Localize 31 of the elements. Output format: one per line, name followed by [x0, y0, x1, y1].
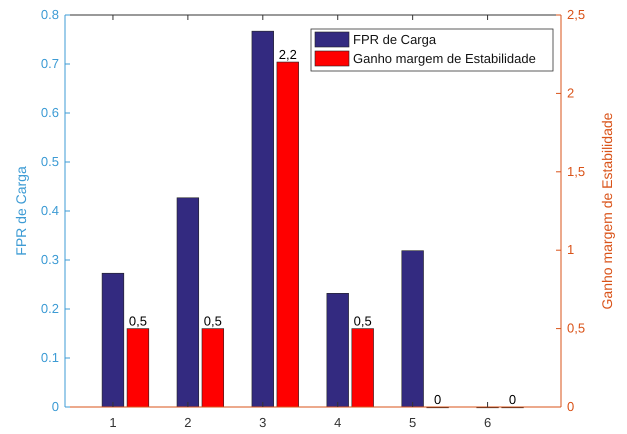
- y-tick-label: 0.6: [40, 105, 59, 120]
- y2-axis-title: Ganho margem de Estabilidade: [599, 112, 615, 310]
- y-axis-title: FPR de Carga: [13, 166, 29, 256]
- legend-label: FPR de Carga: [353, 32, 437, 47]
- y-tick-label: 0.3: [40, 252, 59, 267]
- x-tick-label: 3: [259, 415, 266, 430]
- y2-tick-label: 2,5: [567, 7, 586, 22]
- y-tick-label: 0.2: [40, 301, 59, 316]
- x-tick-label: 2: [184, 415, 192, 430]
- y2-tick-label: 1: [567, 242, 574, 258]
- y2-tick-label: 0: [567, 399, 574, 414]
- y-tick-label: 0: [52, 399, 59, 414]
- x-tick-label: 5: [409, 415, 416, 430]
- x-tick-label: 4: [334, 415, 342, 430]
- y-tick-label: 0.8: [40, 7, 59, 22]
- data-label: 0: [434, 392, 442, 407]
- y-tick-label: 0.5: [40, 154, 59, 169]
- y2-tick-label: 2: [567, 85, 574, 100]
- y-tick-label: 0.1: [40, 350, 59, 365]
- data-label: 0,5: [204, 314, 222, 329]
- y-tick-label: 0.7: [40, 56, 59, 71]
- y2-tick-label: 0,5: [567, 320, 586, 336]
- y2-tick-label: 1,5: [567, 164, 586, 179]
- data-label: 0: [508, 392, 516, 407]
- data-label: 2,2: [278, 47, 297, 62]
- data-label: 0,5: [354, 314, 372, 329]
- legend-label: Ganho margem de Estabilidade: [353, 51, 536, 66]
- x-tick-label: 6: [484, 415, 492, 430]
- data-label: 0,5: [128, 314, 147, 329]
- x-tick-label: 1: [109, 415, 117, 430]
- y-tick-label: 0.4: [40, 203, 59, 218]
